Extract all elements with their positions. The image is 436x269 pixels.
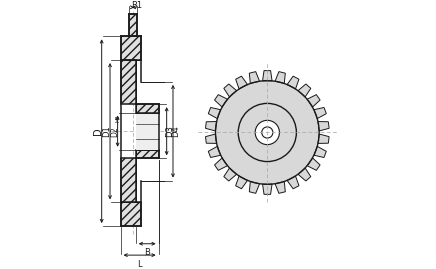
Polygon shape (136, 104, 159, 113)
Polygon shape (307, 158, 320, 170)
Polygon shape (121, 36, 141, 60)
Polygon shape (121, 202, 141, 226)
Polygon shape (136, 113, 159, 150)
Polygon shape (121, 158, 136, 202)
Polygon shape (287, 176, 299, 189)
Text: D2: D2 (111, 126, 119, 137)
Circle shape (238, 103, 296, 162)
Circle shape (255, 120, 279, 145)
Polygon shape (129, 14, 137, 36)
Polygon shape (262, 184, 272, 194)
Circle shape (262, 127, 273, 138)
Polygon shape (235, 76, 248, 89)
Polygon shape (224, 168, 237, 181)
Circle shape (215, 81, 319, 184)
Polygon shape (298, 168, 311, 181)
Polygon shape (205, 134, 217, 143)
Polygon shape (275, 182, 285, 193)
Polygon shape (121, 60, 136, 104)
Polygon shape (215, 95, 228, 107)
Text: D: D (93, 128, 103, 135)
Text: L: L (137, 260, 142, 269)
Text: H9: H9 (116, 114, 121, 122)
Polygon shape (314, 107, 326, 119)
Polygon shape (215, 158, 228, 170)
Text: D3: D3 (165, 125, 174, 137)
Polygon shape (318, 122, 329, 131)
Polygon shape (249, 72, 259, 83)
Polygon shape (318, 134, 329, 143)
Polygon shape (208, 146, 221, 157)
Text: B: B (144, 248, 150, 257)
Polygon shape (287, 76, 299, 89)
Polygon shape (275, 72, 285, 83)
Polygon shape (307, 95, 320, 107)
Polygon shape (224, 84, 237, 97)
Polygon shape (208, 107, 221, 119)
Polygon shape (136, 150, 159, 158)
Text: D4: D4 (171, 125, 181, 137)
Text: B1: B1 (132, 1, 143, 10)
Polygon shape (314, 146, 326, 157)
Polygon shape (249, 182, 259, 193)
Text: D1: D1 (102, 125, 111, 137)
Polygon shape (298, 84, 311, 97)
Polygon shape (262, 71, 272, 81)
Polygon shape (205, 122, 217, 131)
Polygon shape (235, 176, 248, 189)
